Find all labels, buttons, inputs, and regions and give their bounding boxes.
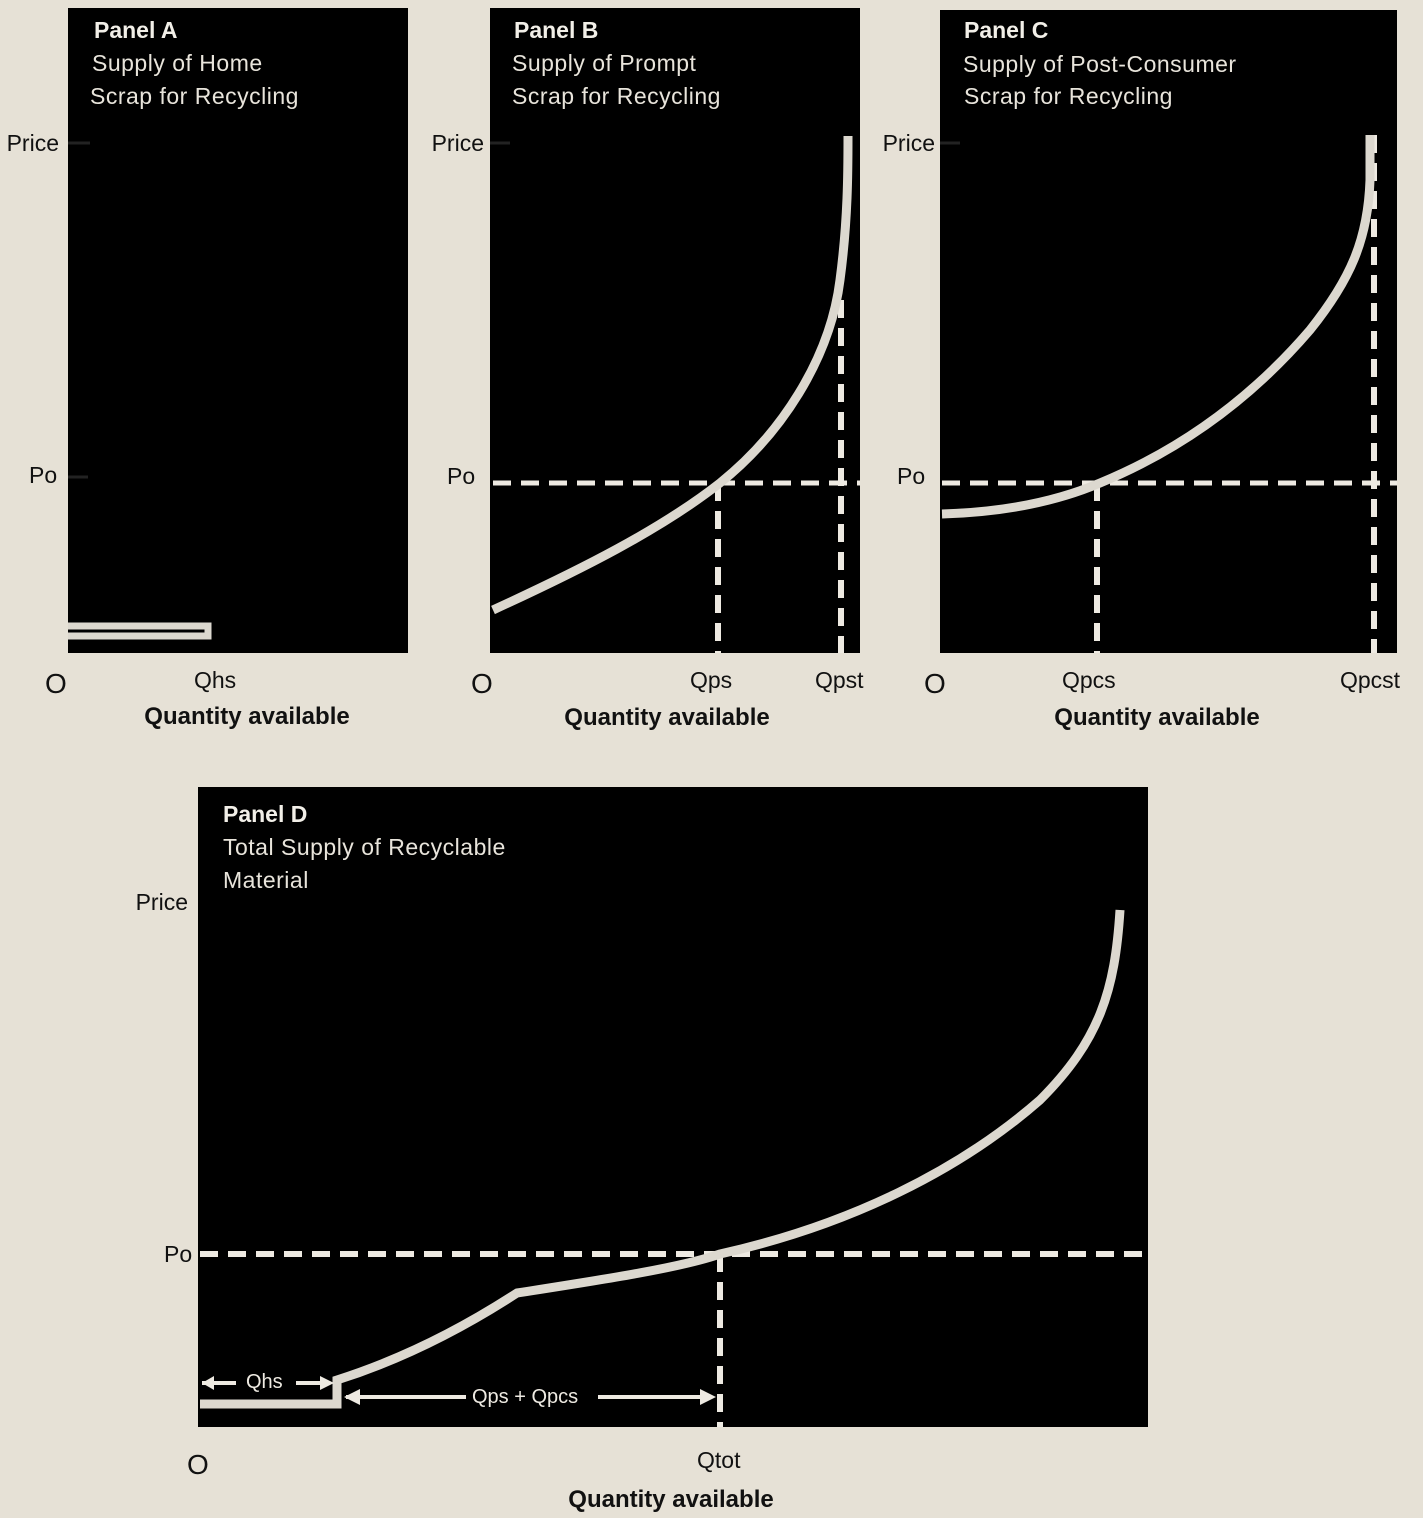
panel-a-plot-area <box>68 8 408 653</box>
panel-b-qpst-tick: Qpst <box>815 667 864 693</box>
panel-b-supply-curve <box>491 135 853 615</box>
panel-d-x-axis-label: Quantity available <box>568 1486 773 1513</box>
panel-b-qps-tick: Qps <box>690 667 732 693</box>
panel-a-supply-curve <box>68 622 212 640</box>
panel-a: Panel A Supply of Home Scrap for Recycli… <box>7 8 408 730</box>
panel-b-subtitle-line-2: Scrap for Recycling <box>512 83 721 109</box>
panel-d-p0-label: Po <box>164 1241 192 1267</box>
panel-d-qhs-arrow-left-head <box>202 1376 214 1390</box>
panel-b-subtitle-line-1: Supply of Prompt <box>512 50 697 76</box>
panel-d-qps-qpcs-arrow: Qps + Qpcs <box>344 1386 716 1408</box>
panel-d-qhs-arrow-right-head <box>320 1376 334 1390</box>
panel-b: Panel B Supply of Prompt Scrap for Recyc… <box>432 8 864 731</box>
panel-a-price-label: Price <box>7 130 59 156</box>
panel-c-qpcst-tick: Qpcst <box>1340 667 1401 693</box>
panel-a-p0-label: Po <box>29 462 57 488</box>
panel-d-subtitle-line-1: Total Supply of Recyclable <box>223 834 506 860</box>
panel-c-supply-curve <box>941 135 1375 519</box>
panel-d-qps-qpcs-arrow-left-head <box>344 1389 360 1405</box>
panel-b-p0-label: Po <box>447 463 475 489</box>
panel-d-qps-qpcs-arrow-right-head <box>700 1389 716 1405</box>
panel-d-qhs-label: Qhs <box>246 1371 283 1393</box>
panel-a-qhs-tick: Qhs <box>194 667 236 693</box>
panel-a-x-axis-label: Quantity available <box>144 703 349 730</box>
panel-c-qpcs-tick: Qpcs <box>1062 667 1116 693</box>
panel-d-price-label: Price <box>136 889 188 915</box>
panel-c: Panel C Supply of Post-Consumer Scrap fo… <box>883 10 1401 731</box>
panel-c-title: Panel C <box>964 17 1048 43</box>
panel-d-qtot-tick: Qtot <box>697 1447 741 1473</box>
panel-c-subtitle-line-1: Supply of Post-Consumer <box>963 51 1237 77</box>
panel-b-plot-area <box>490 8 860 653</box>
panel-d-qps-qpcs-label: Qps + Qpcs <box>472 1386 578 1408</box>
panel-b-origin: O <box>471 668 493 699</box>
panel-c-price-label: Price <box>883 130 935 156</box>
panel-a-title: Panel A <box>94 17 178 43</box>
panel-d-qhs-arrow: Qhs <box>202 1371 334 1393</box>
panel-c-subtitle-line-2: Scrap for Recycling <box>964 83 1173 109</box>
panel-d-origin: O <box>187 1449 209 1480</box>
panel-c-p0-label: Po <box>897 463 925 489</box>
panel-b-x-axis-label: Quantity available <box>564 704 769 731</box>
panel-c-origin: O <box>924 668 946 699</box>
panel-c-plot-area <box>940 10 1397 653</box>
panel-a-subtitle-line-2: Scrap for Recycling <box>90 83 299 109</box>
panel-a-subtitle-line-1: Supply of Home <box>92 50 263 76</box>
panel-d-supply-curve <box>200 909 1125 1409</box>
panel-b-title: Panel B <box>514 17 598 43</box>
panel-d-plot-area <box>198 787 1148 1427</box>
panel-c-x-axis-label: Quantity available <box>1054 704 1259 731</box>
panel-a-origin: O <box>45 668 67 699</box>
panel-b-price-label: Price <box>432 130 484 156</box>
panel-d-subtitle-line-2: Material <box>223 867 309 893</box>
panel-d-title: Panel D <box>223 801 307 827</box>
panel-d: Panel D Total Supply of Recyclable Mater… <box>136 787 1148 1513</box>
